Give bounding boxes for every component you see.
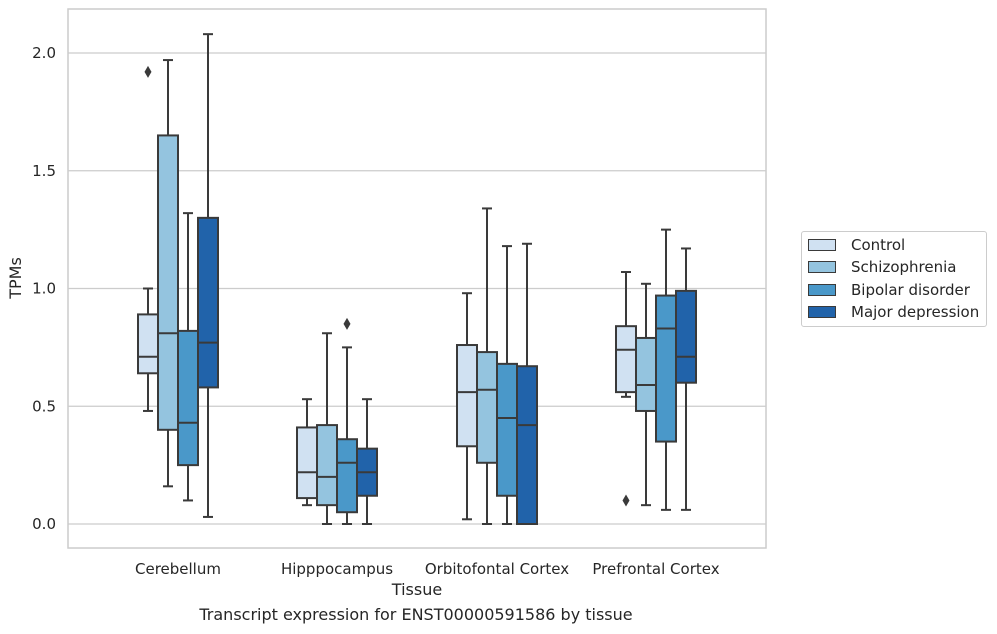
box-iqr <box>336 438 358 514</box>
legend-swatch-schizophrenia <box>808 261 836 273</box>
box-iqr <box>157 134 179 431</box>
box-iqr <box>655 294 677 443</box>
box-iqr <box>137 313 159 375</box>
box-iqr <box>496 362 518 497</box>
box-iqr <box>296 426 318 500</box>
y-axis-label: TPMs <box>6 257 25 300</box>
y-tick-label: 1.0 <box>32 280 56 298</box>
box-bipolar-disorder <box>496 245 518 525</box>
legend-label-major-depression: Major depression <box>851 303 980 321</box>
y-tick-label: 0.0 <box>32 515 56 533</box>
box-iqr <box>615 325 637 394</box>
box-bipolar-disorder <box>336 317 358 525</box>
box-major-depression <box>356 398 378 525</box>
box-iqr <box>197 216 219 389</box>
legend-label-schizophrenia: Schizophrenia <box>851 258 957 276</box>
legend-item-schizophrenia: Schizophrenia <box>808 257 956 277</box>
figure-caption: Transcript expression for ENST0000059158… <box>199 605 633 624</box>
box-iqr <box>456 344 478 448</box>
box-iqr <box>316 424 338 507</box>
box-iqr <box>675 289 697 384</box>
box-iqr <box>177 329 199 467</box>
y-tick-label: 0.5 <box>32 397 56 415</box>
legend: Control Schizophrenia Bipolar disorder M… <box>801 231 987 327</box>
x-tick-label: Orbitofontal Cortex <box>425 560 569 578</box>
box-major-depression <box>516 242 538 525</box>
legend-item-major-depression: Major depression <box>808 302 979 322</box>
boxes <box>137 33 697 525</box>
outlier-point <box>144 65 152 78</box>
box-iqr <box>476 351 498 464</box>
y-tick-labels: 0.0 0.5 1.0 1.5 2.0 <box>32 44 56 533</box>
y-tick-label: 2.0 <box>32 44 56 62</box>
legend-item-bipolar-disorder: Bipolar disorder <box>808 280 970 300</box>
x-tick-labels: Cerebellum Hipppocampus Orbitofontal Corte… <box>135 560 720 578</box>
box-iqr <box>516 365 538 525</box>
x-tick-label: Cerebellum <box>135 560 221 578</box>
x-axis-label: Tissue <box>391 580 442 599</box>
legend-swatch-control <box>808 239 836 251</box>
legend-label-bipolar-disorder: Bipolar disorder <box>851 281 970 299</box>
x-tick-label: Prefrontal Cortex <box>592 560 719 578</box>
box-major-depression <box>197 33 219 518</box>
outlier-point <box>343 317 351 330</box>
legend-label-control: Control <box>851 236 906 254</box>
box-major-depression <box>675 247 697 511</box>
x-tick-label: Hipppocampus <box>281 560 393 578</box>
legend-swatch-major-depression <box>808 306 836 318</box>
box-schizophrenia <box>157 59 179 488</box>
y-tick-label: 1.5 <box>32 162 56 180</box>
outlier-point <box>622 494 630 507</box>
box-bipolar-disorder <box>177 212 199 502</box>
legend-item-control: Control <box>808 235 905 255</box>
legend-swatch-bipolar-disorder <box>808 284 836 296</box>
box-iqr <box>635 336 657 412</box>
